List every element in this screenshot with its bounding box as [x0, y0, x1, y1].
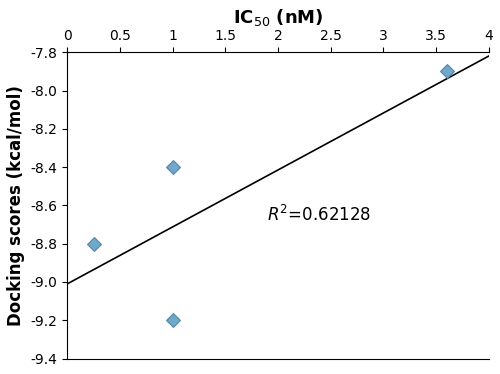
- Point: [90, 241, 98, 247]
- Y-axis label: Docking scores (kcal/mol): Docking scores (kcal/mol): [7, 85, 25, 326]
- X-axis label: IC$_{50}$ (nM): IC$_{50}$ (nM): [232, 7, 323, 28]
- Point: [168, 164, 176, 170]
- Text: $R^2$=0.62128: $R^2$=0.62128: [268, 205, 372, 225]
- Point: [442, 68, 450, 74]
- Point: [168, 317, 176, 323]
